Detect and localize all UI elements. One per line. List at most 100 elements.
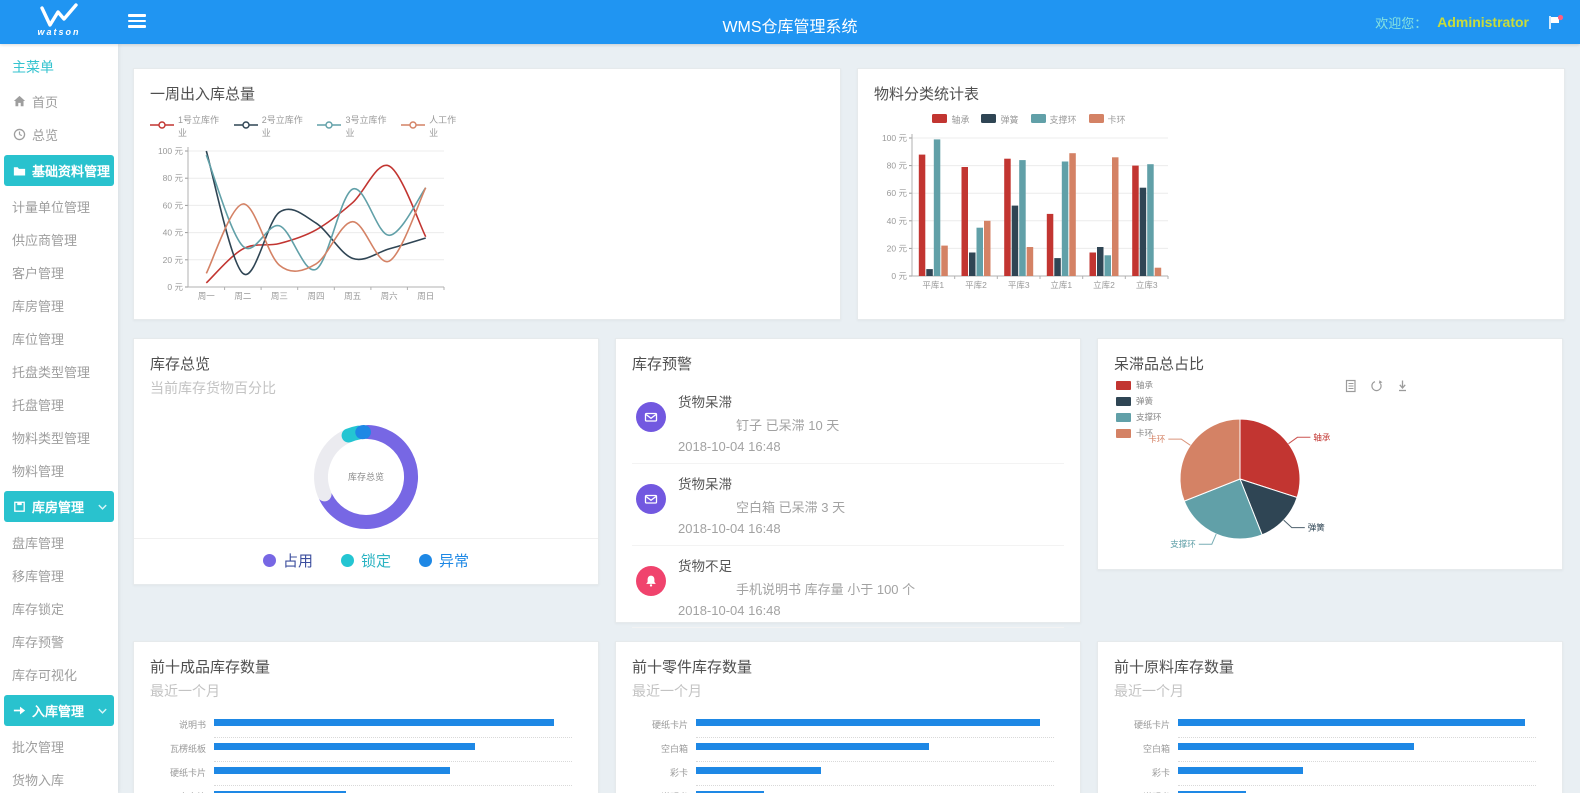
- legend-dot-icon: [419, 554, 432, 567]
- pie-legend-item-支撑环[interactable]: 支撑环: [1116, 411, 1162, 423]
- sidebar-item-首页[interactable]: 首页: [0, 85, 118, 118]
- sidebar-item-总览[interactable]: 总览: [0, 118, 118, 151]
- sidebar-item-移库管理[interactable]: 移库管理: [0, 559, 118, 592]
- svg-text:周五: 周五: [344, 291, 362, 301]
- sidebar-item-基础资料管理[interactable]: 基础资料管理: [4, 155, 114, 186]
- hbar-label: 空白箱: [660, 744, 688, 754]
- sidebar-item-供应商管理[interactable]: 供应商管理: [0, 223, 118, 256]
- hbar-row-硬纸卡片: 硬纸卡片: [150, 765, 582, 789]
- hbar-label: 空白箱: [1142, 744, 1170, 754]
- legend-item-支撑环[interactable]: 支撑环: [1030, 113, 1077, 126]
- refresh-icon[interactable]: [1370, 379, 1384, 393]
- svg-text:支撑环: 支撑环: [1170, 539, 1196, 549]
- legend-item-人工作业[interactable]: 人工作业: [401, 113, 460, 139]
- legend-swatch-icon: [1116, 428, 1131, 438]
- box-icon: [12, 499, 27, 514]
- weekly-inout-line-chart: 1号立库作业 2号立库作业 3号立库作业 人工作业 0 元 20 元 40 元 60 元 80 …: [150, 113, 460, 318]
- chevron-down-icon: [97, 503, 108, 511]
- sidebar-item-库位管理[interactable]: 库位管理: [0, 322, 118, 355]
- sidebar-section-label: 主菜单: [12, 59, 54, 75]
- svg-text:40 元: 40 元: [887, 216, 908, 226]
- stagnant-pie-chart: 轴承 弹簧 支撑环 卡环: [1102, 401, 1432, 568]
- sidebar-item-物料管理[interactable]: 物料管理: [0, 454, 118, 487]
- legend-item-1号立库作业[interactable]: 1号立库作业: [150, 113, 222, 139]
- bell-icon: [636, 566, 666, 596]
- bar-marker-icon: [981, 114, 997, 125]
- download-icon[interactable]: [1396, 379, 1410, 393]
- svg-text:平库1: 平库1: [922, 280, 944, 290]
- donut-legend-item-异常[interactable]: 异常: [419, 550, 469, 571]
- svg-text:周二: 周二: [234, 291, 252, 301]
- sidebar-item-盘库管理[interactable]: 盘库管理: [0, 526, 118, 559]
- sidebar-item-label: 库位管理: [12, 332, 65, 347]
- sidebar-item-货物入库[interactable]: 货物入库: [0, 763, 118, 793]
- hbar-track: [1178, 767, 1536, 774]
- sidebar-item-库房管理[interactable]: 库房管理: [0, 289, 118, 322]
- sidebar-item-批次管理[interactable]: 批次管理: [0, 730, 118, 763]
- menu-toggle-icon[interactable]: [128, 14, 146, 29]
- sidebar-item-库存可视化[interactable]: 库存可视化: [0, 658, 118, 691]
- donut-legend-item-锁定[interactable]: 锁定: [340, 550, 391, 571]
- notification-flag-icon[interactable]: [1547, 14, 1564, 30]
- legend-label: 弹簧: [1136, 396, 1154, 406]
- legend-item-弹簧[interactable]: 弹簧: [981, 113, 1019, 126]
- sidebar-item-库房管理[interactable]: 库房管理: [4, 491, 114, 522]
- legend-swatch-icon: [1116, 380, 1131, 390]
- hbar-value-bar: [1178, 719, 1526, 726]
- data-view-icon[interactable]: [1344, 379, 1358, 393]
- sidebar-item-客户管理[interactable]: 客户管理: [0, 256, 118, 289]
- hbar-value-bar: [696, 743, 929, 750]
- legend-item-3号立库作业[interactable]: 3号立库作业: [317, 113, 389, 139]
- line-marker-icon: [150, 120, 174, 132]
- sidebar-item-计量单位管理[interactable]: 计量单位管理: [0, 190, 118, 223]
- sidebar-item-托盘类型管理[interactable]: 托盘类型管理: [0, 355, 118, 388]
- legend-item-2号立库作业[interactable]: 2号立库作业: [233, 113, 306, 139]
- sidebar-item-入库管理[interactable]: 入库管理: [4, 695, 114, 726]
- sidebar-item-库存预警[interactable]: 库存预警: [0, 625, 118, 658]
- svg-text:库存总览: 库存总览: [348, 471, 384, 482]
- legend-label: 人工作业: [429, 115, 457, 138]
- sidebar-item-库存锁定[interactable]: 库存锁定: [0, 592, 118, 625]
- pie-legend-item-弹簧[interactable]: 弹簧: [1116, 395, 1162, 407]
- pie-legend-item-轴承[interactable]: 轴承: [1116, 379, 1162, 391]
- svg-text:0 元: 0 元: [891, 271, 907, 281]
- legend-item-轴承[interactable]: 轴承: [932, 113, 969, 126]
- card-top-raw: 前十原料库存数量 最近一个月 硬纸卡片空白箱彩卡说明书: [1097, 641, 1563, 793]
- hbar-track: [1178, 719, 1536, 726]
- legend-label: 异常: [439, 553, 470, 570]
- hbar-track: [696, 743, 1054, 750]
- sidebar-item-label: 基础资料管理: [32, 164, 111, 179]
- main-content: 一周出入库总量 1号立库作业 2号立库作业 3号立库作业 人工作业 0 元 20 元 40 …: [118, 44, 1580, 793]
- card-title-top-parts: 前十零件库存数量: [632, 659, 753, 676]
- card-subtitle-top-parts: 最近一个月: [632, 683, 702, 699]
- alert-item-货物呆滞: 货物呆滞 空白箱 已呆滞 3 天 2018-10-04 16:48: [632, 464, 1064, 546]
- hbar-row-说明书: 说明书: [150, 717, 582, 741]
- sidebar-item-label: 托盘类型管理: [12, 365, 91, 380]
- sidebar-item-物料类型管理[interactable]: 物料类型管理: [0, 421, 118, 454]
- svg-text:100 元: 100 元: [882, 133, 908, 143]
- alert-title: 货物呆滞: [678, 395, 732, 410]
- svg-text:0 元: 0 元: [167, 282, 183, 292]
- sidebar-item-label: 首页: [32, 95, 59, 110]
- hbar-label: 彩卡: [669, 768, 688, 778]
- svg-text:20 元: 20 元: [163, 255, 184, 265]
- sidebar-item-托盘管理[interactable]: 托盘管理: [0, 388, 118, 421]
- svg-text:卡环: 卡环: [1148, 434, 1166, 444]
- svg-text:周四: 周四: [307, 291, 324, 301]
- svg-text:周日: 周日: [417, 291, 434, 301]
- legend-label: 1号立库作业: [178, 115, 220, 138]
- legend-dot-icon: [262, 554, 276, 567]
- brand-logo[interactable]: watson: [0, 0, 118, 44]
- card-title-inventory-alerts: 库存预警: [632, 356, 693, 373]
- legend-item-卡环[interactable]: 卡环: [1088, 113, 1126, 126]
- pie-legend-item-卡环[interactable]: 卡环: [1116, 427, 1162, 439]
- chart-toolbox: [1344, 379, 1410, 393]
- sidebar-item-label: 供应商管理: [12, 233, 78, 248]
- material-category-bar-chart: 轴承 弹簧 支撑环 卡环 0 元 20 元 40 元 60 元 80 元 100 元平库1 平库2 平…: [874, 113, 1184, 308]
- hbar-track: [214, 743, 572, 750]
- alert-description: 手机说明书 库存量 小于 100 个: [736, 582, 916, 597]
- alert-description: 钉子 已呆滞 10 天: [736, 418, 840, 433]
- donut-legend-item-占用[interactable]: 占用: [262, 550, 313, 571]
- legend-label: 卡环: [1136, 428, 1154, 438]
- sidebar-item-label: 移库管理: [12, 569, 65, 584]
